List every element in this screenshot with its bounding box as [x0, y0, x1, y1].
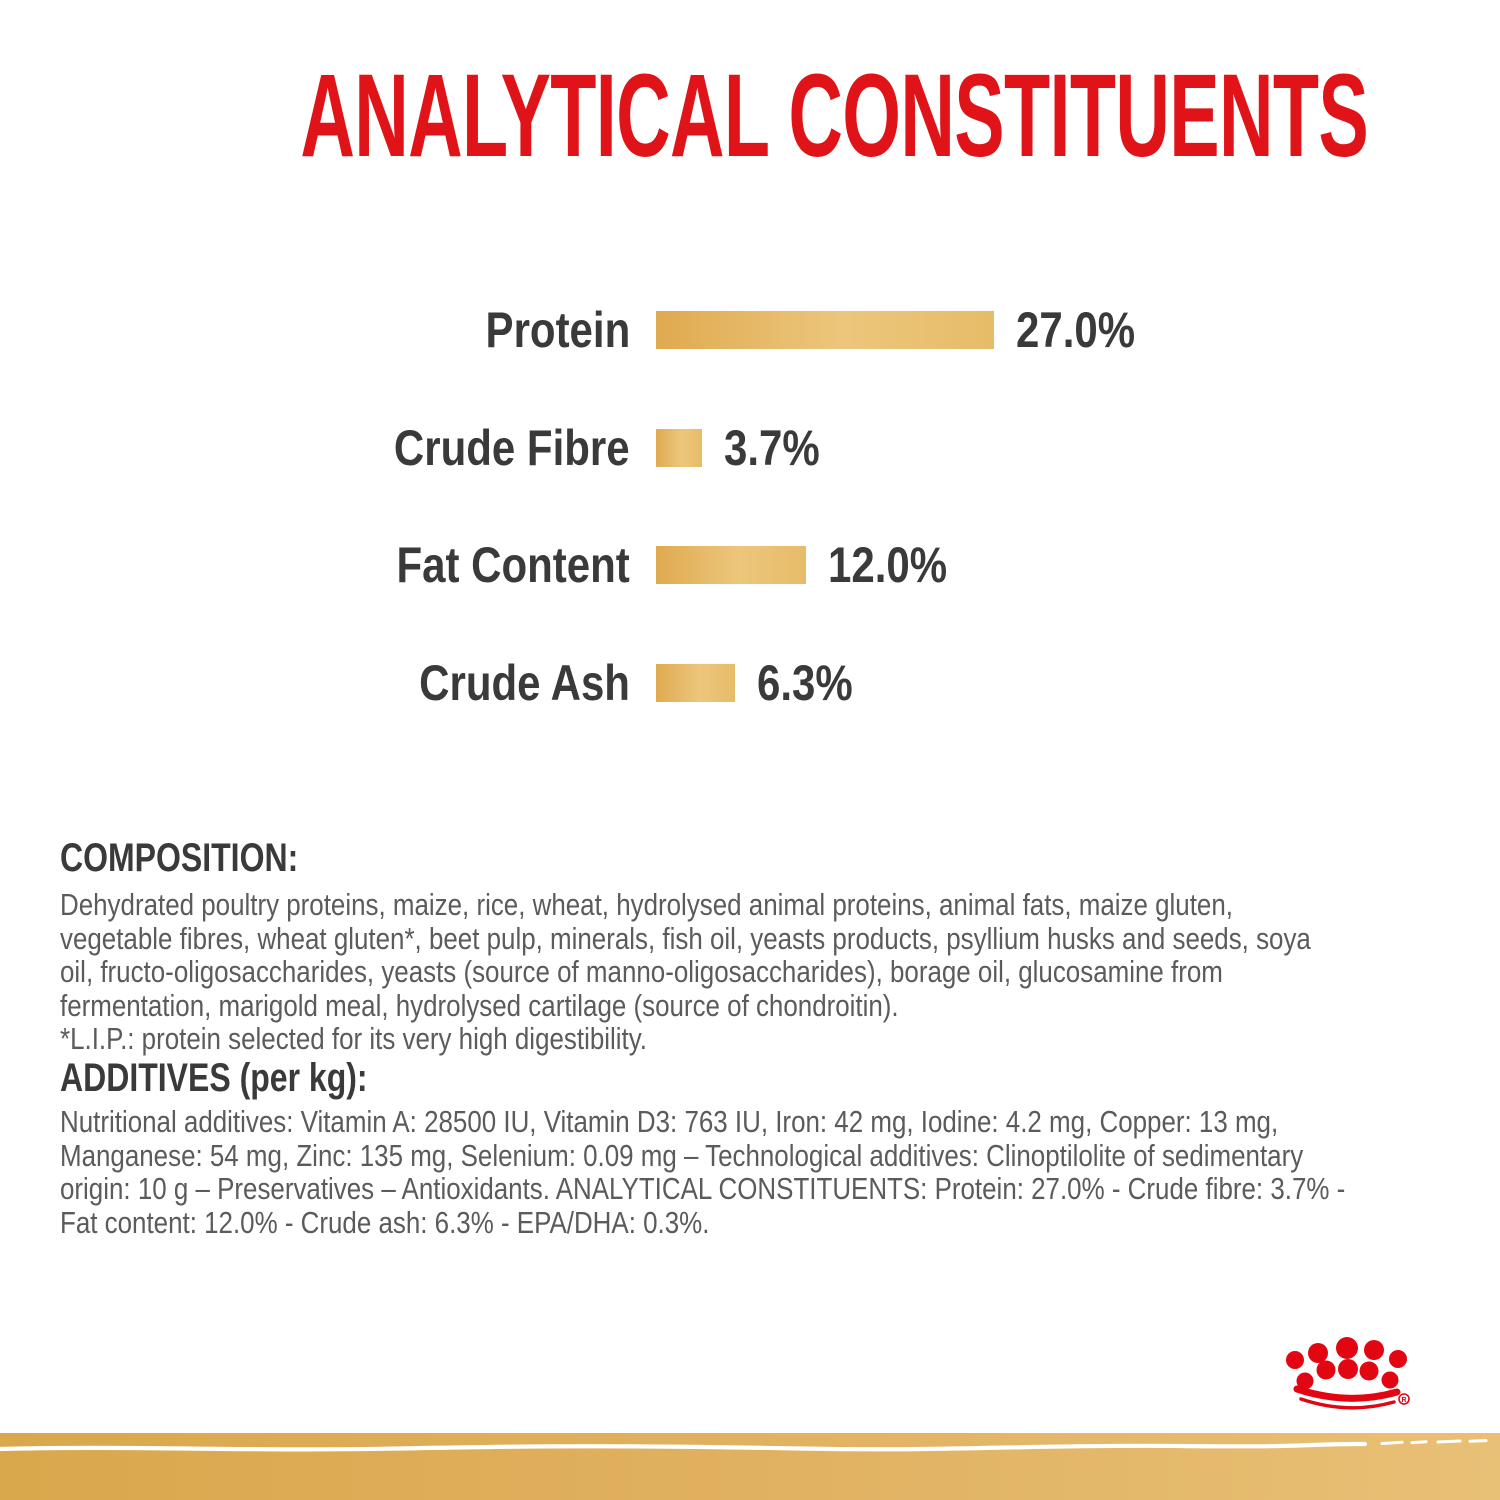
constituent-label: Crude Ash	[0, 655, 630, 711]
crown-swoosh-upper	[1293, 1385, 1401, 1402]
page-title: ANALYTICAL CONSTITUENTS	[0, 50, 1500, 182]
chart-row-crude-fibre: Crude Fibre 3.7%	[0, 420, 1500, 476]
chart-row-protein: Protein 27.0%	[0, 302, 1500, 358]
constituent-value-text: 12.0%	[828, 537, 948, 593]
composition-line: Dehydrated poultry proteins, maize, rice…	[60, 888, 1233, 922]
registered-mark-circle	[1398, 1393, 1410, 1405]
constituent-label-text: Fat Content	[396, 537, 630, 593]
chart-row-crude-ash: Crude Ash 6.3%	[0, 655, 1500, 711]
additives-heading: ADDITIVES (per kg):	[60, 1056, 444, 1100]
constituent-value: 6.3%	[757, 655, 871, 711]
page-title-text: ANALYTICAL CONSTITUENTS	[300, 50, 1369, 182]
constituent-bar	[656, 429, 702, 467]
constituent-label-text: Crude Fibre	[394, 420, 630, 476]
constituent-value-text: 6.3%	[757, 655, 853, 711]
additives-line: Fat content: 12.0% - Crude ash: 6.3% - E…	[60, 1205, 710, 1240]
additives-line: origin: 10 g – Preservatives – Antioxida…	[60, 1172, 1346, 1207]
constituent-label: Protein	[0, 302, 630, 358]
additives-line: Manganese: 54 mg, Zinc: 135 mg, Selenium…	[60, 1138, 1304, 1173]
crown-swoosh-lower	[1299, 1397, 1396, 1410]
constituent-label: Crude Fibre	[0, 420, 630, 476]
constituent-value-text: 3.7%	[724, 420, 820, 476]
constituent-bar	[656, 311, 994, 349]
constituent-value-text: 27.0%	[1016, 302, 1136, 358]
additives-line: Nutritional additives: Vitamin A: 28500 …	[60, 1105, 1279, 1139]
royal-canin-crown-logo-icon: R	[1286, 1337, 1410, 1410]
constituent-label-text: Protein	[485, 302, 630, 358]
constituent-bar	[656, 664, 735, 702]
chart-row-fat-content: Fat Content 12.0%	[0, 537, 1500, 593]
additives-body: Nutritional additives: Vitamin A: 28500 …	[60, 1105, 1346, 1240]
constituent-label: Fat Content	[0, 537, 630, 593]
constituent-value: 27.0%	[1016, 302, 1158, 358]
constituent-value: 12.0%	[828, 537, 970, 593]
registered-mark-letter: R	[1401, 1397, 1406, 1404]
constituent-bar	[656, 546, 806, 584]
constituent-label-text: Crude Ash	[419, 655, 630, 711]
constituent-value: 3.7%	[724, 420, 838, 476]
composition-line: vegetable fibres, wheat gluten*, beet pu…	[60, 921, 1311, 956]
composition-line: *L.I.P.: protein selected for its very h…	[60, 1022, 647, 1057]
composition-heading: COMPOSITION:	[60, 836, 358, 880]
composition-body: Dehydrated poultry proteins, maize, rice…	[60, 888, 1311, 1057]
composition-line: fermentation, marigold meal, hydrolysed …	[60, 988, 899, 1023]
composition-line: oil, fructo-oligosaccharides, yeasts (so…	[60, 955, 1223, 990]
additives-heading-text: ADDITIVES (per kg):	[60, 1056, 368, 1100]
composition-heading-text: COMPOSITION:	[60, 836, 299, 880]
footer-gold-band	[0, 1433, 1500, 1500]
footer-brushstroke-line	[0, 1439, 1488, 1452]
